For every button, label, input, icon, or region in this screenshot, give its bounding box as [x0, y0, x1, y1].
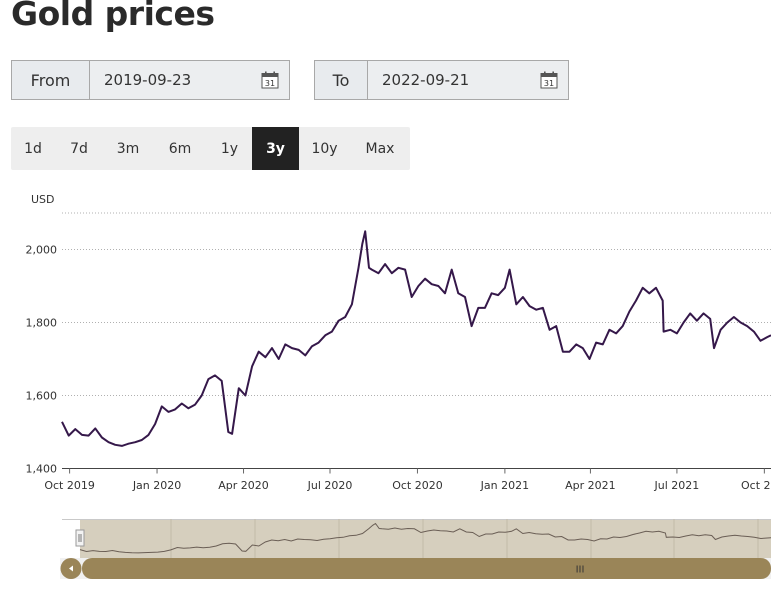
y-tick-labels: 1,400 1,600 1,800 2,000	[26, 244, 58, 476]
y-tick-label: 1,800	[26, 317, 58, 330]
to-label: To	[315, 61, 368, 99]
x-tick-labels: Oct 2019 Jan 2020 Apr 2020 Jul 2020 Oct 2020…	[44, 468, 771, 492]
zoom-button-max[interactable]: Max	[365, 140, 395, 157]
x-tick-label: Apr 2021	[565, 479, 616, 492]
x-tick-label: Oct 2020	[392, 479, 443, 492]
navigator-series-line	[79, 522, 771, 554]
zoom-button-3m[interactable]: 3m	[116, 140, 140, 157]
x-tick-label: Oct 2019	[44, 479, 95, 492]
calendar-icon[interactable]: 31	[540, 71, 558, 89]
x-tick-label: Jul 2021	[654, 479, 700, 492]
arrow-left-icon[interactable]	[60, 558, 82, 579]
y-tick-label: 1,600	[26, 390, 58, 403]
to-date-value: 2022-09-21	[382, 71, 470, 89]
y-tick-label: 2,000	[26, 244, 58, 257]
scrollbar-thumb-grip: III	[576, 565, 585, 576]
y-tick-label: 1,400	[26, 463, 58, 476]
zoom-button-group: 1d 7d 3m 6m 1y 3y 10y Max	[11, 127, 410, 170]
calendar-day: 31	[265, 79, 275, 88]
calendar-icon[interactable]: 31	[261, 71, 279, 89]
navigator-grid	[170, 519, 759, 558]
y-axis-label: USD	[31, 193, 55, 206]
page-title: Gold prices	[11, 0, 215, 33]
zoom-button-1d[interactable]: 1d	[24, 140, 42, 157]
to-date-input[interactable]: 2022-09-21 31	[368, 61, 568, 99]
x-tick-label: Jan 2021	[480, 479, 529, 492]
from-date-value: 2019-09-23	[104, 71, 192, 89]
navigator-selection[interactable]	[80, 519, 771, 558]
x-tick-label: Oct 2	[741, 479, 771, 492]
from-date-group: From 2019-09-23 31	[11, 60, 290, 100]
price-series-line	[61, 230, 771, 447]
x-tick-label: Apr 2020	[218, 479, 269, 492]
to-date-group: To 2022-09-21 31	[314, 60, 569, 100]
x-tick-label: Jul 2020	[307, 479, 353, 492]
zoom-button-1y[interactable]: 1y	[220, 140, 239, 157]
zoom-button-7d[interactable]: 7d	[70, 140, 88, 157]
scrollbar[interactable]: III	[60, 558, 771, 579]
zoom-button-6m[interactable]: 6m	[168, 140, 192, 157]
chart-grid	[62, 212, 771, 396]
scrollbar-thumb[interactable]	[82, 558, 771, 579]
navigator[interactable]	[62, 519, 771, 558]
grip-icon[interactable]	[75, 529, 85, 547]
zoom-button-10y[interactable]: 10y	[311, 140, 338, 157]
x-tick-label: Jan 2020	[132, 479, 181, 492]
from-label: From	[12, 61, 90, 99]
zoom-button-3y[interactable]: 3y	[252, 127, 299, 170]
from-date-input[interactable]: 2019-09-23 31	[90, 61, 289, 99]
calendar-day: 31	[544, 79, 554, 88]
